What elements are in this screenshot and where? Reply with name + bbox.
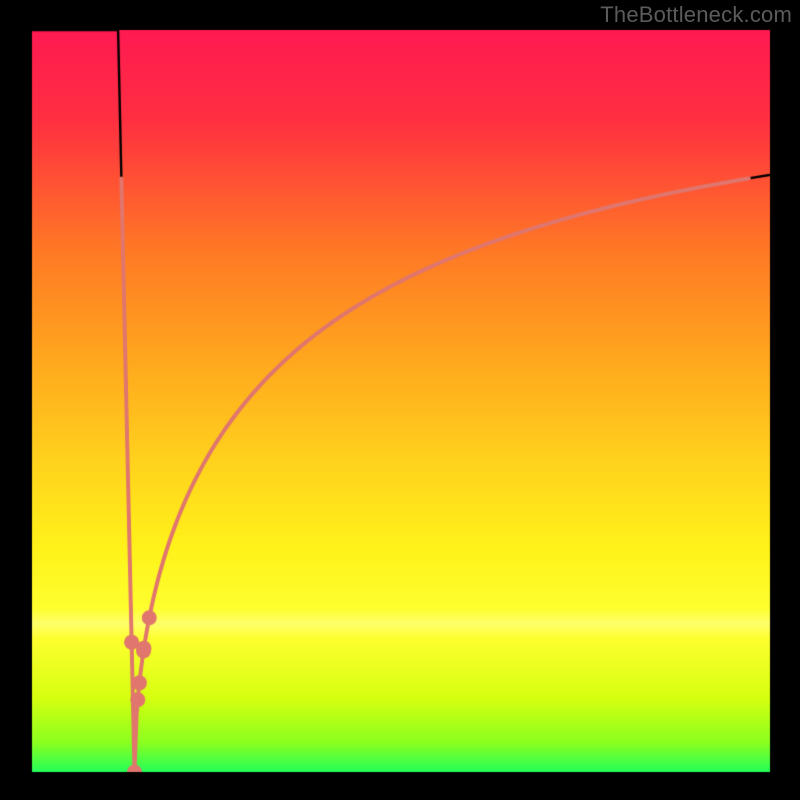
chart-stage: TheBottleneck.com xyxy=(0,0,800,800)
bottleneck-chart-canvas xyxy=(0,0,800,800)
